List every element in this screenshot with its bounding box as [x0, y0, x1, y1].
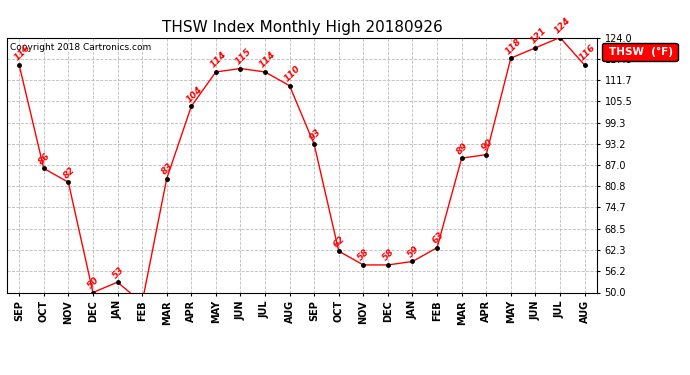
Legend: THSW  (°F): THSW (°F) — [602, 43, 678, 61]
Text: 86: 86 — [37, 151, 52, 166]
Text: 58: 58 — [356, 248, 372, 263]
Text: 50: 50 — [86, 275, 101, 290]
Text: 114: 114 — [209, 50, 228, 70]
Text: 47: 47 — [0, 374, 1, 375]
Text: 116: 116 — [578, 43, 598, 63]
Text: 89: 89 — [455, 141, 470, 156]
Text: Copyright 2018 Cartronics.com: Copyright 2018 Cartronics.com — [10, 43, 151, 52]
Text: 90: 90 — [480, 137, 495, 153]
Title: THSW Index Monthly High 20180926: THSW Index Monthly High 20180926 — [161, 20, 442, 35]
Text: 124: 124 — [553, 16, 573, 35]
Text: 62: 62 — [332, 234, 347, 249]
Text: 82: 82 — [61, 165, 77, 180]
Text: 93: 93 — [307, 127, 322, 142]
Text: 121: 121 — [529, 26, 548, 46]
Text: 114: 114 — [258, 50, 277, 70]
Text: 59: 59 — [406, 244, 421, 260]
Text: 53: 53 — [110, 265, 126, 280]
Text: 83: 83 — [159, 161, 175, 177]
Text: 104: 104 — [184, 85, 204, 104]
Text: 116: 116 — [12, 43, 32, 63]
Text: 118: 118 — [504, 36, 524, 56]
Text: 63: 63 — [430, 230, 445, 246]
Text: 58: 58 — [381, 248, 396, 263]
Text: 110: 110 — [283, 64, 302, 84]
Text: 115: 115 — [233, 47, 253, 66]
